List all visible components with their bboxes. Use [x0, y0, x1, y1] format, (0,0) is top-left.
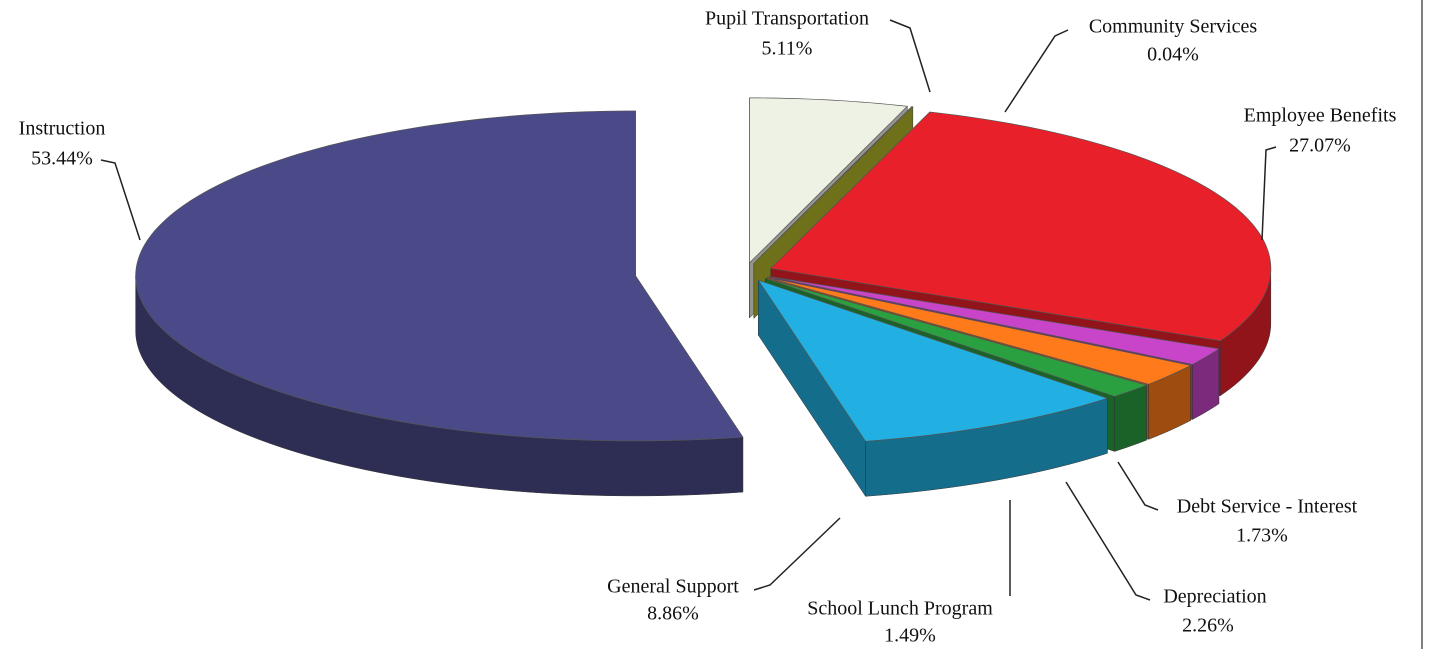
slice: [753, 106, 914, 264]
slice-label: Pupil Transportation: [705, 8, 869, 30]
leader-line: [1261, 146, 1277, 241]
leader-line: [100, 159, 141, 241]
slice-label: School Lunch Program: [807, 598, 993, 620]
slice-value-label: 27.07%: [1289, 135, 1351, 157]
slice-label: General Support: [607, 576, 739, 598]
leader-line: [1004, 29, 1069, 113]
leader-line: [889, 19, 931, 93]
slice-value-label: 1.73%: [1236, 525, 1288, 547]
slice: [770, 111, 1272, 342]
slice-label: Instruction: [19, 118, 106, 140]
slice-value-label: 1.49%: [884, 625, 936, 647]
slice-value-label: 2.26%: [1182, 615, 1234, 637]
slice-label: Community Services: [1089, 16, 1258, 38]
leader-line: [1117, 461, 1159, 511]
leader-line: [753, 517, 841, 591]
slice-label: Debt Service - Interest: [1177, 496, 1358, 518]
slice-value-label: 0.04%: [1147, 44, 1199, 66]
slice: [749, 97, 909, 264]
leader-line: [1065, 481, 1151, 601]
slice: [757, 279, 1109, 442]
slice-value-label: 5.11%: [762, 38, 813, 60]
slice: [767, 277, 1192, 385]
slice: [769, 276, 1220, 365]
slice: [765, 277, 1148, 397]
slice-value-label: 8.86%: [647, 603, 699, 625]
slice: [135, 110, 744, 442]
slice-label: Depreciation: [1163, 586, 1266, 608]
slice-label: Employee Benefits: [1244, 105, 1397, 127]
slice-value-label: 53.44%: [31, 148, 93, 170]
